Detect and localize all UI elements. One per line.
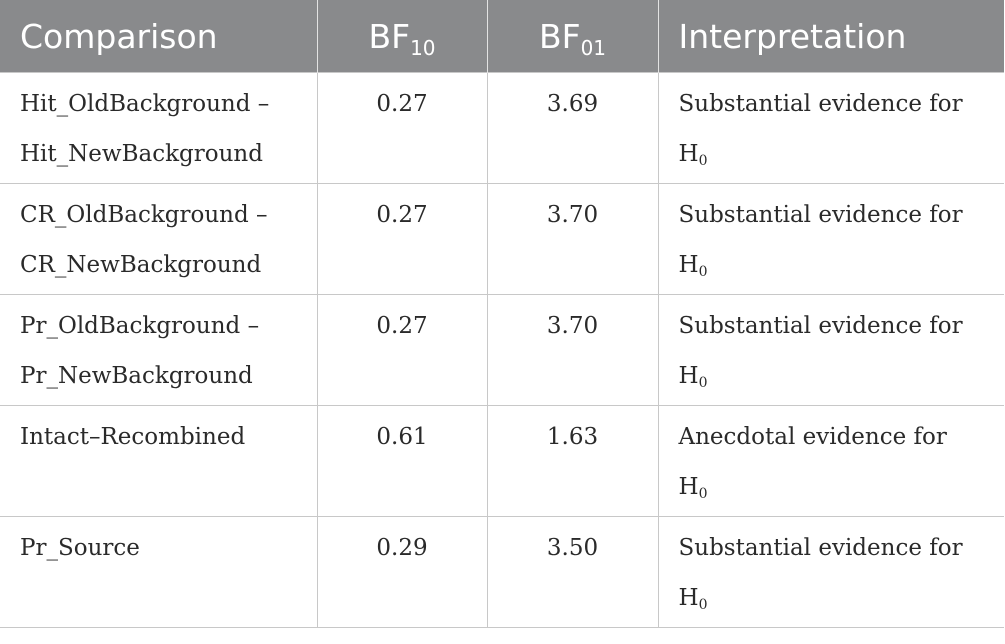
hypothesis-label: H0 bbox=[679, 351, 995, 401]
interpretation-text: Anecdotal evidence for bbox=[678, 424, 947, 450]
hypothesis-sub: 0 bbox=[698, 375, 708, 391]
cell-bf01: 3.69 bbox=[486, 72, 658, 184]
table-row: Hit_OldBackground – Hit_NewBackground 0.… bbox=[0, 72, 1004, 184]
cell-comparison: Pr_Source bbox=[0, 516, 317, 628]
interpretation-text: Substantial evidence for bbox=[678, 313, 963, 339]
cell-comparison: Pr_OldBackground – Pr_NewBackground bbox=[0, 294, 317, 406]
comparison-line-2: Hit_NewBackground bbox=[20, 141, 263, 167]
header-interpretation: Interpretation bbox=[658, 0, 1004, 73]
cell-bf01: 3.70 bbox=[486, 183, 658, 295]
comparison-line-1: Intact–Recombined bbox=[20, 424, 246, 450]
header-bf10-base: BF bbox=[368, 16, 411, 56]
hypothesis-sub: 0 bbox=[698, 486, 708, 502]
comparison-line-2: Pr_NewBackground bbox=[20, 363, 253, 389]
hypothesis-sub: 0 bbox=[698, 597, 708, 613]
cell-bf10: 0.27 bbox=[316, 294, 487, 406]
hypothesis-base: H bbox=[678, 141, 699, 167]
cell-comparison: CR_OldBackground – CR_NewBackground bbox=[0, 183, 317, 295]
cell-interpretation: Substantial evidence for H0 bbox=[657, 72, 1004, 184]
cell-comparison: Hit_OldBackground – Hit_NewBackground bbox=[0, 72, 317, 184]
hypothesis-base: H bbox=[678, 363, 699, 389]
cell-bf10: 0.27 bbox=[316, 72, 487, 184]
cell-bf10: 0.27 bbox=[316, 183, 487, 295]
comparison-line-1: CR_OldBackground – bbox=[20, 202, 268, 228]
cell-interpretation: Anecdotal evidence for H0 bbox=[657, 405, 1004, 517]
comparison-line-1: Pr_Source bbox=[20, 535, 140, 561]
comparison-line-1: Hit_OldBackground – bbox=[20, 91, 270, 117]
header-bf10-sub: 10 bbox=[410, 35, 436, 60]
hypothesis-base: H bbox=[678, 474, 699, 500]
cell-bf10: 0.61 bbox=[316, 405, 487, 517]
hypothesis-label: H0 bbox=[679, 462, 995, 512]
header-row: Comparison BF10 BF01 Interpretation bbox=[0, 0, 1004, 73]
cell-bf01: 3.70 bbox=[486, 294, 658, 406]
header-bf01: BF01 bbox=[487, 0, 659, 73]
header-comparison: Comparison bbox=[0, 0, 318, 73]
cell-interpretation: Substantial evidence for H0 bbox=[657, 183, 1004, 295]
cell-interpretation: Substantial evidence for H0 bbox=[657, 516, 1004, 628]
hypothesis-sub: 0 bbox=[698, 264, 708, 280]
cell-bf01: 1.63 bbox=[486, 405, 658, 517]
interpretation-text: Substantial evidence for bbox=[678, 91, 963, 117]
hypothesis-base: H bbox=[678, 585, 699, 611]
comparison-line-1: Pr_OldBackground – bbox=[20, 313, 260, 339]
cell-bf10: 0.29 bbox=[316, 516, 487, 628]
hypothesis-sub: 0 bbox=[698, 153, 708, 169]
table-body: Hit_OldBackground – Hit_NewBackground 0.… bbox=[0, 72, 1004, 628]
table-row: Intact–Recombined 0.61 1.63 Anecdotal ev… bbox=[0, 405, 1004, 517]
bayes-factor-table: Comparison BF10 BF01 Interpretation Hit_… bbox=[0, 0, 1004, 628]
hypothesis-label: H0 bbox=[679, 573, 995, 623]
header-bf01-sub: 01 bbox=[580, 35, 607, 60]
hypothesis-base: H bbox=[678, 252, 699, 278]
cell-comparison: Intact–Recombined bbox=[0, 405, 317, 517]
table-row: CR_OldBackground – CR_NewBackground 0.27… bbox=[0, 183, 1004, 295]
cell-bf01: 3.50 bbox=[486, 516, 658, 628]
cell-interpretation: Substantial evidence for H0 bbox=[657, 294, 1004, 406]
interpretation-text: Substantial evidence for bbox=[678, 202, 963, 228]
hypothesis-label: H0 bbox=[679, 240, 995, 290]
table-row: Pr_Source 0.29 3.50 Substantial evidence… bbox=[0, 516, 1004, 628]
header-bf01-base: BF bbox=[538, 16, 581, 56]
interpretation-text: Substantial evidence for bbox=[678, 535, 963, 561]
table-header: Comparison BF10 BF01 Interpretation bbox=[0, 0, 1004, 73]
comparison-line-2: CR_NewBackground bbox=[20, 252, 262, 278]
table-row: Pr_OldBackground – Pr_NewBackground 0.27… bbox=[0, 294, 1004, 406]
header-bf10: BF10 bbox=[317, 0, 488, 73]
hypothesis-label: H0 bbox=[679, 129, 995, 179]
